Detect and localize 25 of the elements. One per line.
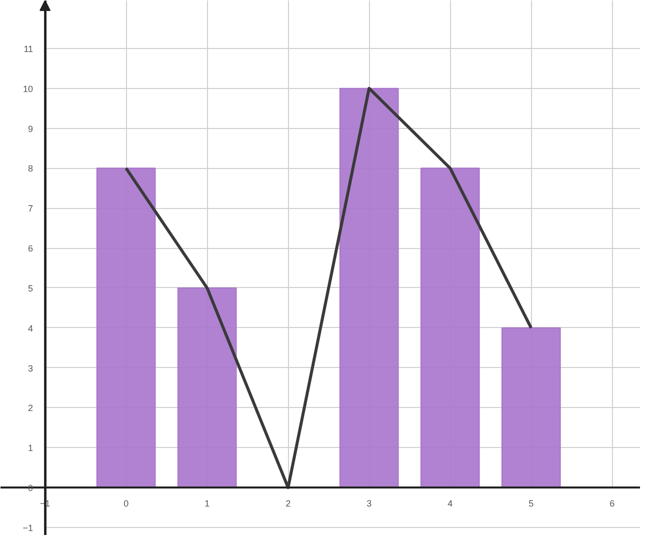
- x-tick-label: 2: [286, 498, 291, 509]
- line-series: [124, 86, 533, 490]
- bar: [339, 88, 399, 488]
- y-tick-label: 9: [28, 124, 34, 134]
- y-tick-label: 2: [28, 403, 34, 414]
- x-tick-label: 5: [528, 498, 534, 509]
- x-tick-label: 4: [448, 498, 453, 509]
- y-tick-label: 5: [28, 283, 34, 294]
- y-tick-label: 11: [24, 44, 34, 54]
- x-tick-label: 1: [204, 498, 210, 509]
- bar: [420, 168, 480, 488]
- x-tick-label: 0: [124, 498, 129, 509]
- x-tick-label: 6: [610, 498, 615, 509]
- y-tick-label: 1: [28, 443, 34, 454]
- y-tick-label: −1: [22, 523, 34, 534]
- bar: [501, 327, 561, 488]
- y-tick-label: 6: [28, 244, 34, 254]
- y-tick-label: 4: [28, 323, 34, 334]
- bar: [96, 168, 156, 488]
- y-tick-label: 8: [28, 164, 34, 174]
- y-tick-label: 7: [28, 204, 34, 214]
- bar: [177, 287, 237, 488]
- y-tick-label: 10: [23, 84, 34, 94]
- x-tick-label: 3: [366, 498, 372, 509]
- y-tick-label: 3: [28, 363, 34, 374]
